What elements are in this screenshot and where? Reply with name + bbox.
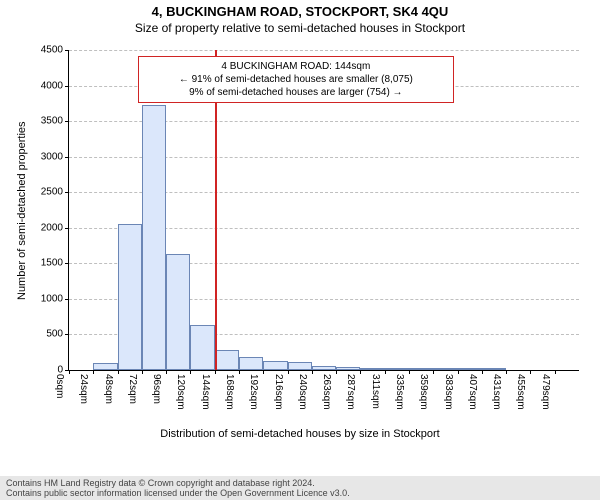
xtick-label: 359sqm bbox=[418, 374, 429, 410]
xtick-mark bbox=[409, 370, 410, 374]
histogram-bar bbox=[482, 368, 506, 370]
annotation-line: ← 91% of semi-detached houses are smalle… bbox=[143, 73, 449, 86]
histogram-bar bbox=[166, 254, 190, 370]
histogram-bar bbox=[458, 368, 482, 370]
ytick-label: 2500 bbox=[41, 187, 69, 198]
xtick-mark bbox=[433, 370, 434, 374]
xtick-mark bbox=[93, 370, 94, 374]
xtick-mark bbox=[506, 370, 507, 374]
xtick-label: 263sqm bbox=[321, 374, 332, 410]
histogram-bar bbox=[360, 368, 384, 370]
histogram-bar bbox=[93, 363, 117, 370]
chart-container: 4, BUCKINGHAM ROAD, STOCKPORT, SK4 4QU S… bbox=[0, 0, 600, 500]
xtick-label: 72sqm bbox=[127, 374, 138, 404]
histogram-bar bbox=[190, 325, 214, 371]
histogram-bar bbox=[336, 367, 360, 370]
histogram-bar bbox=[142, 105, 166, 370]
xtick-mark bbox=[142, 370, 143, 374]
xtick-label: 455sqm bbox=[515, 374, 526, 410]
xtick-mark bbox=[239, 370, 240, 374]
xtick-mark bbox=[190, 370, 191, 374]
histogram-bar bbox=[409, 368, 433, 370]
ytick-label: 3500 bbox=[41, 116, 69, 127]
histogram-bar bbox=[263, 361, 287, 370]
histogram-bar bbox=[385, 368, 409, 370]
xtick-mark bbox=[118, 370, 119, 374]
xtick-label: 431sqm bbox=[491, 374, 502, 410]
chart-footer: Contains HM Land Registry data © Crown c… bbox=[0, 476, 600, 500]
ytick-label: 3000 bbox=[41, 151, 69, 162]
xtick-mark bbox=[385, 370, 386, 374]
histogram-bar bbox=[239, 357, 263, 371]
xtick-mark bbox=[458, 370, 459, 374]
xtick-label: 168sqm bbox=[224, 374, 235, 410]
histogram-bar bbox=[215, 350, 239, 370]
xtick-label: 479sqm bbox=[540, 374, 551, 410]
annotation-line: 4 BUCKINGHAM ROAD: 144sqm bbox=[143, 60, 449, 73]
xtick-mark bbox=[336, 370, 337, 374]
chart-subtitle: Size of property relative to semi-detach… bbox=[0, 21, 600, 35]
xtick-label: 0sqm bbox=[54, 374, 65, 398]
x-axis-label: Distribution of semi-detached houses by … bbox=[0, 428, 600, 440]
ytick-label: 1500 bbox=[41, 258, 69, 269]
xtick-mark bbox=[69, 370, 70, 374]
annotation-line: 9% of semi-detached houses are larger (7… bbox=[143, 86, 449, 99]
xtick-label: 120sqm bbox=[175, 374, 186, 410]
xtick-mark bbox=[530, 370, 531, 374]
histogram-bar bbox=[118, 224, 142, 370]
ytick-label: 1000 bbox=[41, 293, 69, 304]
ytick-label: 4500 bbox=[41, 45, 69, 56]
plot-area: 0500100015002000250030003500400045000sqm… bbox=[68, 50, 579, 371]
annotation-box: 4 BUCKINGHAM ROAD: 144sqm← 91% of semi-d… bbox=[138, 56, 454, 103]
xtick-label: 407sqm bbox=[467, 374, 478, 410]
xtick-label: 335sqm bbox=[394, 374, 405, 410]
xtick-mark bbox=[288, 370, 289, 374]
xtick-label: 216sqm bbox=[273, 374, 284, 410]
xtick-label: 287sqm bbox=[345, 374, 356, 410]
chart-title: 4, BUCKINGHAM ROAD, STOCKPORT, SK4 4QU bbox=[0, 4, 600, 19]
xtick-label: 240sqm bbox=[297, 374, 308, 410]
xtick-label: 383sqm bbox=[443, 374, 454, 410]
xtick-mark bbox=[482, 370, 483, 374]
xtick-label: 96sqm bbox=[151, 374, 162, 404]
xtick-mark bbox=[166, 370, 167, 374]
xtick-label: 48sqm bbox=[103, 374, 114, 404]
histogram-bar bbox=[288, 362, 312, 370]
ytick-label: 4000 bbox=[41, 80, 69, 91]
xtick-mark bbox=[312, 370, 313, 374]
ytick-label: 500 bbox=[46, 329, 69, 340]
ytick-label: 2000 bbox=[41, 222, 69, 233]
xtick-mark bbox=[263, 370, 264, 374]
y-axis-label: Number of semi-detached properties bbox=[16, 121, 28, 300]
xtick-label: 192sqm bbox=[248, 374, 259, 410]
xtick-mark bbox=[360, 370, 361, 374]
xtick-mark bbox=[215, 370, 216, 374]
gridline bbox=[69, 50, 579, 51]
histogram-bar bbox=[312, 366, 336, 370]
footer-line-1: Contains HM Land Registry data © Crown c… bbox=[6, 478, 594, 488]
xtick-label: 144sqm bbox=[200, 374, 211, 410]
xtick-mark bbox=[555, 370, 556, 374]
xtick-label: 311sqm bbox=[370, 374, 381, 409]
xtick-label: 24sqm bbox=[78, 374, 89, 404]
footer-line-2: Contains public sector information licen… bbox=[6, 488, 594, 498]
histogram-bar bbox=[433, 368, 457, 370]
